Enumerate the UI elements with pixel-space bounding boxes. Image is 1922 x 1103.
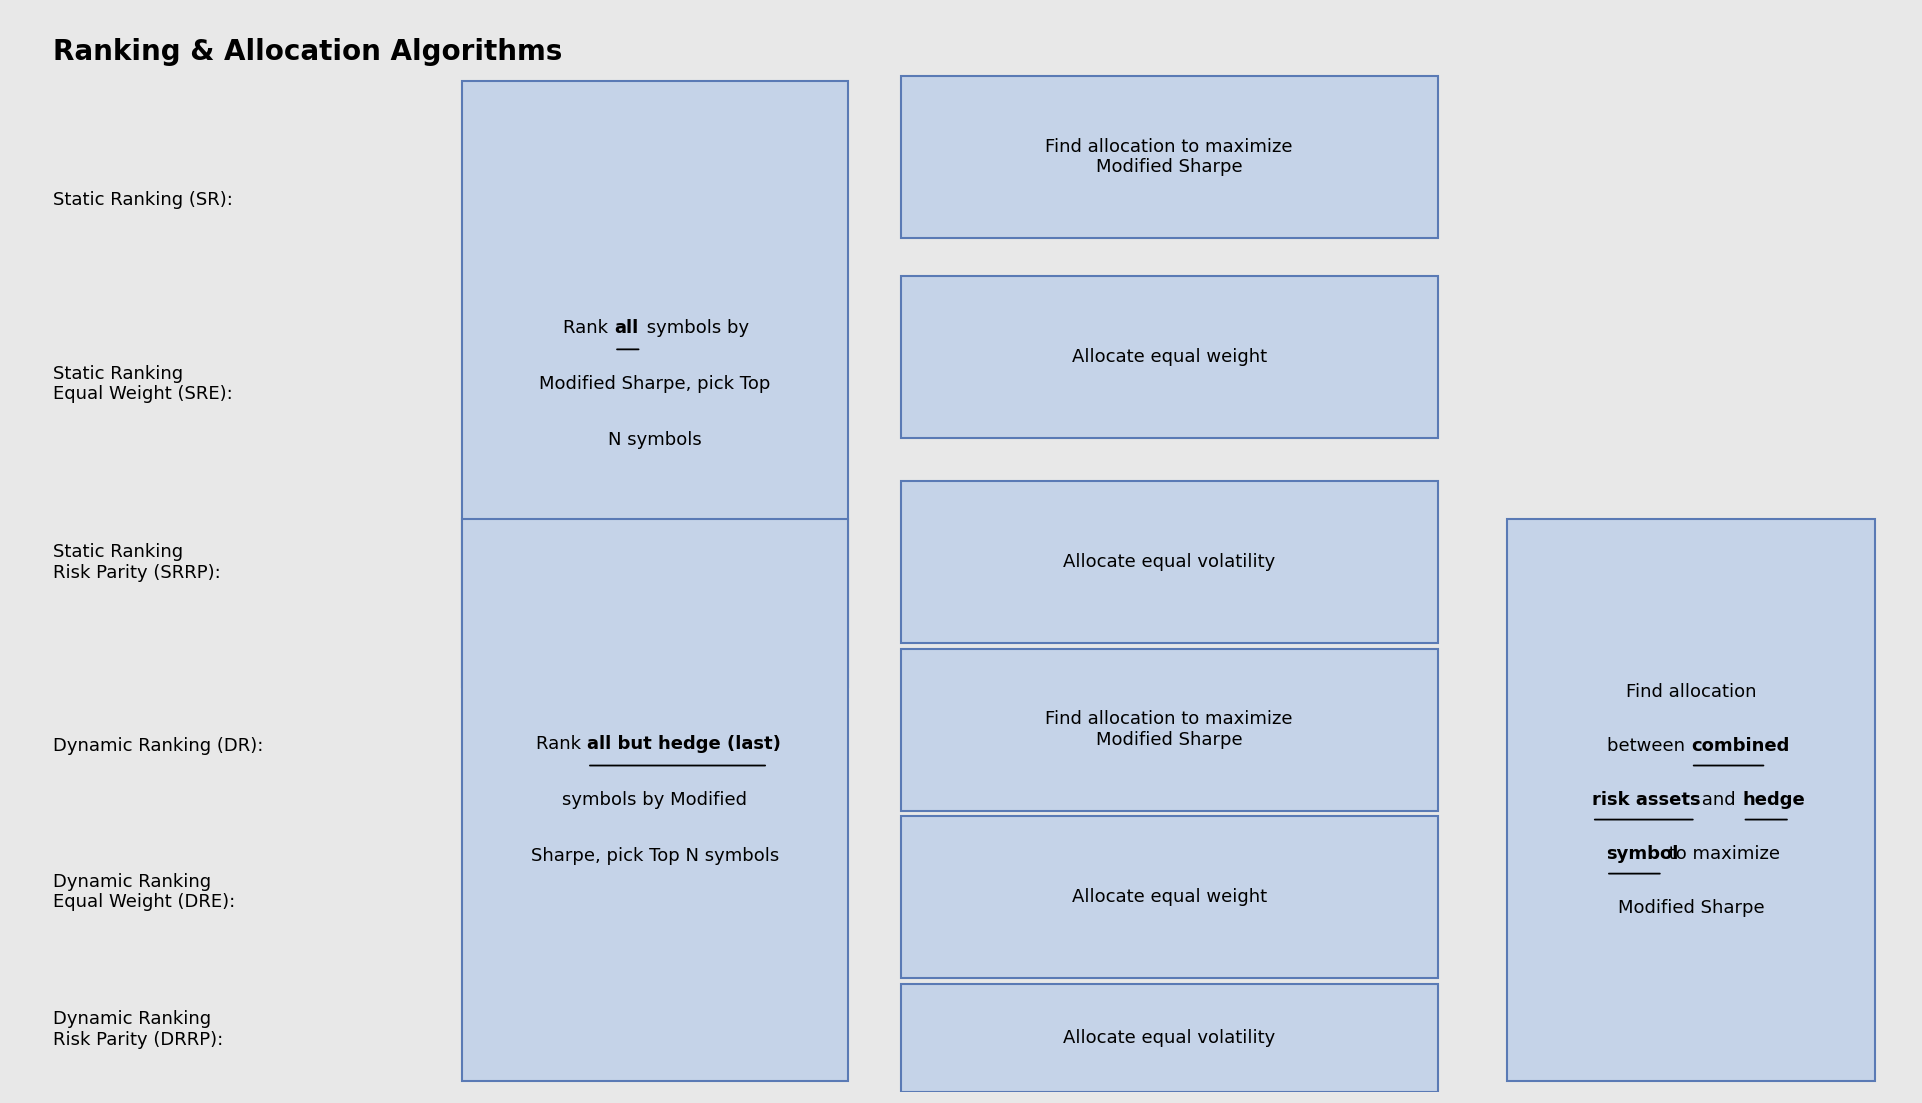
Text: Modified Sharpe: Modified Sharpe: [1618, 899, 1764, 918]
Text: Rank: Rank: [536, 735, 586, 753]
Text: Static Ranking (SR):: Static Ranking (SR):: [54, 191, 233, 210]
Text: N symbols: N symbols: [607, 431, 702, 449]
Text: Find allocation to maximize
Modified Sharpe: Find allocation to maximize Modified Sha…: [1046, 138, 1294, 176]
FancyBboxPatch shape: [461, 82, 848, 686]
FancyBboxPatch shape: [901, 481, 1438, 643]
Text: combined: combined: [1691, 737, 1789, 756]
Text: symbols by: symbols by: [642, 319, 750, 336]
FancyBboxPatch shape: [901, 984, 1438, 1092]
Text: Allocate equal volatility: Allocate equal volatility: [1063, 554, 1276, 571]
Text: Ranking & Allocation Algorithms: Ranking & Allocation Algorithms: [54, 38, 563, 66]
FancyBboxPatch shape: [1507, 520, 1874, 1081]
Text: all but hedge (last): all but hedge (last): [586, 735, 780, 753]
Text: Dynamic Ranking
Equal Weight (DRE):: Dynamic Ranking Equal Weight (DRE):: [54, 872, 234, 911]
Text: symbol: symbol: [1607, 845, 1678, 864]
FancyBboxPatch shape: [901, 276, 1438, 438]
Text: symbols by Modified: symbols by Modified: [563, 791, 748, 810]
Text: all: all: [615, 319, 638, 336]
Text: Sharpe, pick Top N symbols: Sharpe, pick Top N symbols: [530, 847, 778, 866]
Text: and: and: [1695, 791, 1741, 810]
Text: Modified Sharpe, pick Top: Modified Sharpe, pick Top: [540, 375, 771, 393]
Text: Allocate equal volatility: Allocate equal volatility: [1063, 1029, 1276, 1047]
Text: risk assets: risk assets: [1591, 791, 1701, 810]
Text: Allocate equal weight: Allocate equal weight: [1072, 347, 1267, 366]
FancyBboxPatch shape: [901, 649, 1438, 811]
FancyBboxPatch shape: [461, 520, 848, 1081]
Text: Find allocation to maximize
Modified Sharpe: Find allocation to maximize Modified Sha…: [1046, 710, 1294, 749]
Text: Static Ranking
Risk Parity (SRRP):: Static Ranking Risk Parity (SRRP):: [54, 543, 221, 581]
Text: Rank: Rank: [563, 319, 615, 336]
FancyBboxPatch shape: [901, 816, 1438, 978]
Text: to maximize: to maximize: [1663, 845, 1780, 864]
Text: Allocate equal weight: Allocate equal weight: [1072, 888, 1267, 907]
Text: Dynamic Ranking (DR):: Dynamic Ranking (DR):: [54, 737, 263, 756]
Text: Dynamic Ranking
Risk Parity (DRRP):: Dynamic Ranking Risk Parity (DRRP):: [54, 1010, 223, 1049]
Text: Static Ranking
Equal Weight (SRE):: Static Ranking Equal Weight (SRE):: [54, 365, 233, 404]
Text: between: between: [1607, 737, 1691, 756]
FancyBboxPatch shape: [901, 76, 1438, 238]
Text: Find allocation: Find allocation: [1626, 683, 1757, 702]
Text: hedge: hedge: [1743, 791, 1805, 810]
